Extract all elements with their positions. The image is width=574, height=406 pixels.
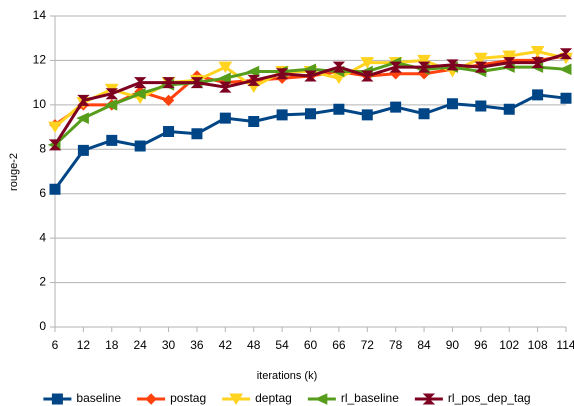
- y-tick-label: 2: [39, 275, 46, 289]
- x-tick-label: 102: [499, 338, 519, 352]
- y-tick-label: 8: [39, 141, 46, 155]
- marker: [48, 139, 62, 151]
- marker: [446, 59, 459, 71]
- marker: [77, 94, 90, 106]
- marker: [248, 116, 260, 128]
- marker: [133, 77, 147, 89]
- marker: [247, 74, 260, 86]
- x-tick-label: 114: [556, 338, 574, 352]
- x-tick-label: 6: [52, 338, 59, 352]
- x-tick-label: 42: [219, 338, 233, 352]
- marker: [305, 108, 316, 120]
- y-tick-label: 12: [33, 53, 47, 67]
- marker: [530, 46, 545, 58]
- marker: [558, 63, 572, 76]
- marker: [48, 121, 62, 134]
- y-axis-label: rouge-2: [8, 153, 20, 191]
- marker: [162, 77, 175, 89]
- marker: [418, 108, 430, 120]
- x-tick-label: 108: [528, 338, 548, 352]
- marker: [77, 144, 89, 156]
- marker: [132, 87, 146, 100]
- marker: [106, 134, 118, 146]
- marker: [276, 109, 288, 121]
- marker: [422, 393, 436, 405]
- y-tick-label: 4: [39, 230, 46, 244]
- marker: [502, 50, 517, 62]
- marker: [332, 61, 346, 73]
- marker: [503, 103, 515, 115]
- marker: [246, 65, 260, 78]
- x-tick-label: 36: [190, 338, 204, 352]
- marker: [49, 183, 61, 195]
- legend-label: deptag: [255, 391, 292, 405]
- marker: [473, 52, 488, 65]
- marker: [275, 68, 289, 80]
- marker: [559, 48, 573, 60]
- marker: [532, 89, 544, 101]
- marker: [162, 94, 175, 107]
- legend-label: baseline: [76, 391, 121, 405]
- marker: [304, 70, 317, 82]
- marker: [333, 103, 345, 115]
- marker: [389, 61, 402, 73]
- marker: [134, 140, 146, 152]
- marker: [76, 112, 89, 124]
- x-tick-label: 12: [77, 338, 91, 352]
- x-tick-label: 60: [304, 338, 318, 352]
- y-tick-label: 10: [33, 97, 47, 111]
- x-tick-label: 84: [417, 338, 431, 352]
- y-tick-label: 6: [39, 186, 46, 200]
- y-tick-label: 0: [39, 319, 46, 333]
- marker: [417, 61, 431, 73]
- x-tick-label: 30: [162, 338, 176, 352]
- marker: [531, 57, 544, 69]
- marker: [190, 77, 204, 89]
- x-tick-label: 24: [133, 338, 147, 352]
- marker: [390, 101, 402, 113]
- marker: [219, 81, 232, 93]
- x-tick-label: 78: [389, 338, 403, 352]
- x-tick-label: 90: [446, 338, 460, 352]
- marker: [191, 128, 203, 140]
- marker: [163, 126, 175, 138]
- legend-label: rl_baseline: [341, 391, 399, 405]
- legend-label: postag: [170, 391, 206, 405]
- marker: [503, 57, 516, 69]
- y-tick-label: 14: [33, 8, 47, 22]
- legend: baseline postag deptag rl_baseline rl_pos_de…: [43, 391, 531, 405]
- marker: [446, 98, 458, 110]
- x-tick-label: 96: [474, 338, 488, 352]
- marker: [417, 54, 431, 67]
- x-axis-label: iterations (k): [257, 370, 318, 382]
- marker: [218, 61, 233, 74]
- marker: [560, 92, 572, 104]
- marker: [105, 88, 118, 100]
- x-tick-label: 54: [275, 338, 289, 352]
- legend-label: rl_pos_dep_tag: [448, 391, 531, 405]
- marker: [219, 112, 231, 124]
- marker: [361, 109, 373, 121]
- x-tick-label: 72: [361, 338, 375, 352]
- marker: [474, 61, 488, 73]
- marker: [361, 70, 374, 82]
- marker: [229, 393, 244, 405]
- marker: [218, 72, 231, 84]
- x-tick-label: 66: [332, 338, 346, 352]
- marker: [314, 393, 328, 405]
- x-tick-label: 18: [105, 338, 119, 352]
- marker: [145, 393, 157, 405]
- marker: [360, 57, 375, 69]
- x-tick-label: 48: [247, 338, 261, 352]
- marker: [51, 393, 63, 405]
- marker: [104, 99, 118, 111]
- marker: [475, 100, 487, 112]
